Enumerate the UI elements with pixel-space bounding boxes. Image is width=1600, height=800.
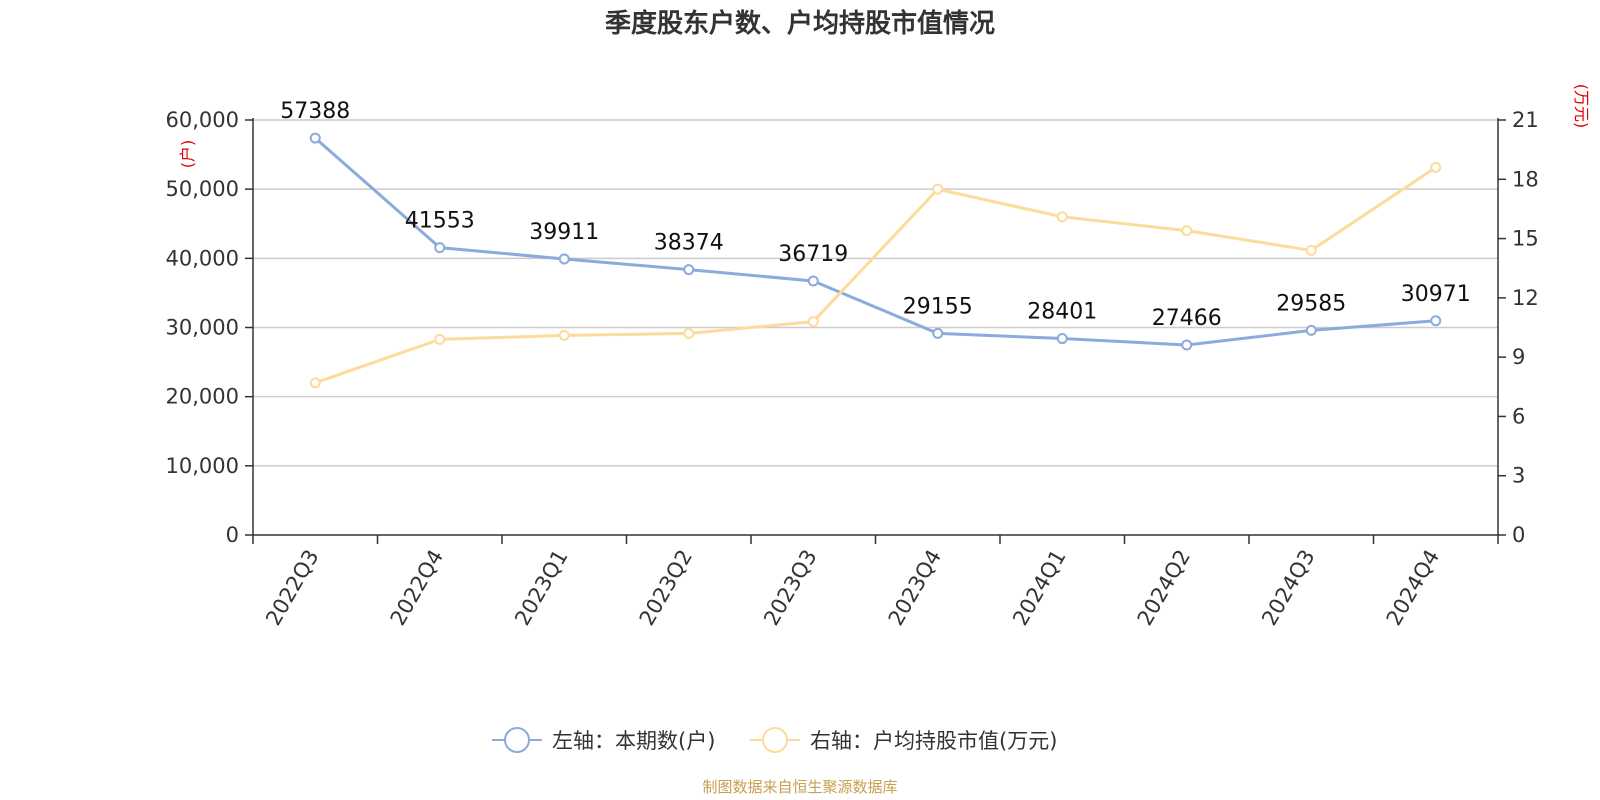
- data-point: [1181, 225, 1193, 237]
- data-label: 29585: [1276, 291, 1346, 316]
- data-point: [1181, 339, 1193, 351]
- y-left-tick-label: 10,000: [166, 454, 239, 478]
- legend-marker-icon: [504, 727, 530, 753]
- x-tick-label: 2022Q4: [386, 546, 448, 630]
- legend-item-1[interactable]: 右轴：户均持股市值(万元): [750, 727, 1057, 753]
- legend-item-0[interactable]: 左轴：本期数(户): [492, 727, 715, 753]
- y-left-tick-label: 60,000: [166, 108, 239, 132]
- x-tick-label: 2022Q3: [261, 546, 323, 630]
- y-left-unit: (户): [178, 140, 197, 169]
- data-label: 28401: [1027, 300, 1097, 325]
- y-left-tick-label: 50,000: [166, 177, 239, 201]
- data-label: 36719: [778, 242, 848, 267]
- data-point: [1430, 315, 1442, 327]
- x-tick-label: 2023Q3: [759, 546, 821, 630]
- data-point: [1056, 333, 1068, 345]
- data-point: [683, 327, 695, 339]
- data-point: [434, 333, 446, 345]
- y-left-tick-label: 40,000: [166, 246, 239, 270]
- source-note: 制图数据来自恒生聚源数据库: [702, 778, 897, 796]
- data-label: 29155: [903, 294, 973, 319]
- x-tick-label: 2024Q3: [1257, 546, 1319, 630]
- x-tick-label: 2023Q4: [884, 546, 946, 630]
- data-point: [434, 242, 446, 254]
- y-left-tick-label: 30,000: [166, 316, 239, 340]
- y-right-tick-label: 0: [1512, 523, 1525, 547]
- data-point: [807, 316, 819, 328]
- data-point: [309, 377, 321, 389]
- data-labels: 57388 41553 39911 38374 36719 29155 28401 27466…: [280, 99, 1471, 331]
- data-point: [932, 183, 944, 195]
- y-right-tick-label: 21: [1512, 108, 1539, 132]
- legend-marker-icon: [762, 727, 788, 753]
- series-line-0: [314, 136, 1436, 347]
- x-tick-label: 2024Q1: [1008, 546, 1070, 630]
- y-right-tick-label: 15: [1512, 227, 1539, 251]
- x-tick-label: 2024Q4: [1382, 546, 1444, 630]
- y-right-tick-label: 6: [1512, 404, 1525, 428]
- data-point: [932, 327, 944, 339]
- data-point: [309, 132, 321, 144]
- chart-title: 季度股东户数、户均持股市值情况: [605, 8, 995, 39]
- legend-label: 左轴：本期数(户): [552, 729, 715, 753]
- data-point: [558, 253, 570, 265]
- data-label: 39911: [529, 220, 599, 245]
- data-label: 57388: [280, 99, 350, 124]
- data-label: 27466: [1152, 306, 1222, 331]
- series: [309, 132, 1442, 389]
- y-left-tick-label: 20,000: [166, 385, 239, 409]
- data-label: 38374: [654, 231, 724, 256]
- y-right-tick-label: 18: [1512, 167, 1539, 191]
- y-right-tick-label: 9: [1512, 345, 1525, 369]
- y-left-tick-label: 0: [226, 523, 239, 547]
- data-point: [807, 275, 819, 287]
- x-tick-label: 2024Q2: [1133, 546, 1195, 630]
- x-tick-label: 2023Q2: [635, 546, 697, 630]
- data-point: [1305, 244, 1317, 256]
- data-label: 41553: [405, 209, 475, 234]
- data-point: [1430, 161, 1442, 173]
- y-right-tick-label: 3: [1512, 464, 1525, 488]
- data-point: [1305, 324, 1317, 336]
- y-right-tick-label: 12: [1512, 286, 1539, 310]
- data-label: 30971: [1401, 282, 1471, 307]
- data-point: [1056, 211, 1068, 223]
- legend-label: 右轴：户均持股市值(万元): [810, 729, 1057, 753]
- legend[interactable]: 左轴：本期数(户) 右轴：户均持股市值(万元): [492, 727, 1057, 753]
- grid: [253, 119, 1498, 467]
- y-right-unit: (万元): [1572, 84, 1591, 129]
- x-tick-label: 2023Q1: [510, 546, 572, 630]
- data-point: [558, 329, 570, 341]
- series-line-1: [314, 166, 1437, 385]
- data-point: [683, 264, 695, 276]
